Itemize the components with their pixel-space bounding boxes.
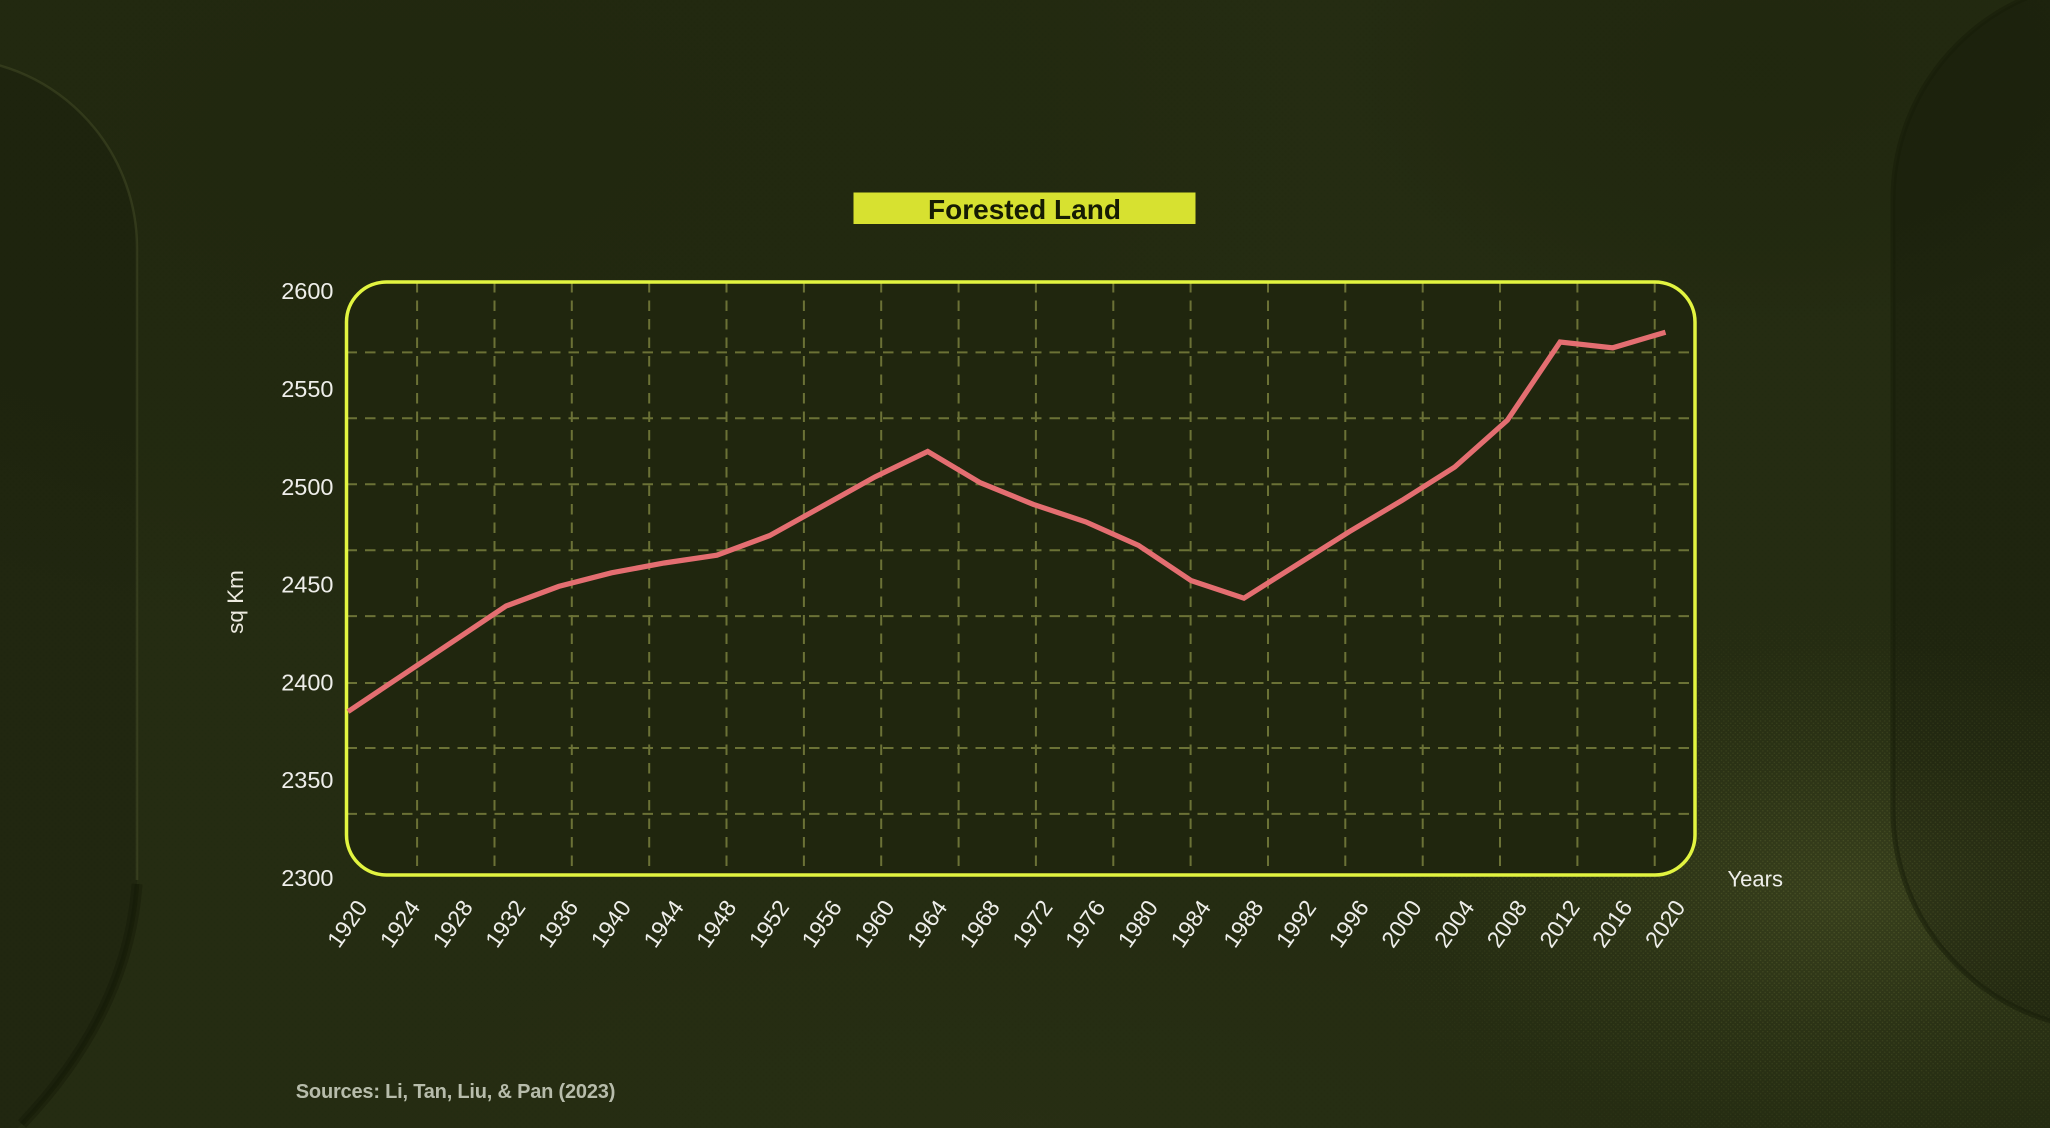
svg-text:2600: 2600 [281,278,333,304]
svg-text:Years: Years [1728,867,1783,892]
svg-text:sq Km: sq Km [223,570,248,634]
svg-text:2400: 2400 [281,669,333,695]
svg-text:2350: 2350 [281,767,333,793]
svg-text:Sources: Li, Tan, Liu, & Pan (: Sources: Li, Tan, Liu, & Pan (2023) [296,1081,615,1103]
svg-text:2500: 2500 [281,474,333,500]
svg-text:2450: 2450 [281,572,333,598]
svg-text:2550: 2550 [281,376,333,402]
svg-text:Forested Land: Forested Land [928,194,1121,225]
svg-text:2300: 2300 [281,865,333,891]
